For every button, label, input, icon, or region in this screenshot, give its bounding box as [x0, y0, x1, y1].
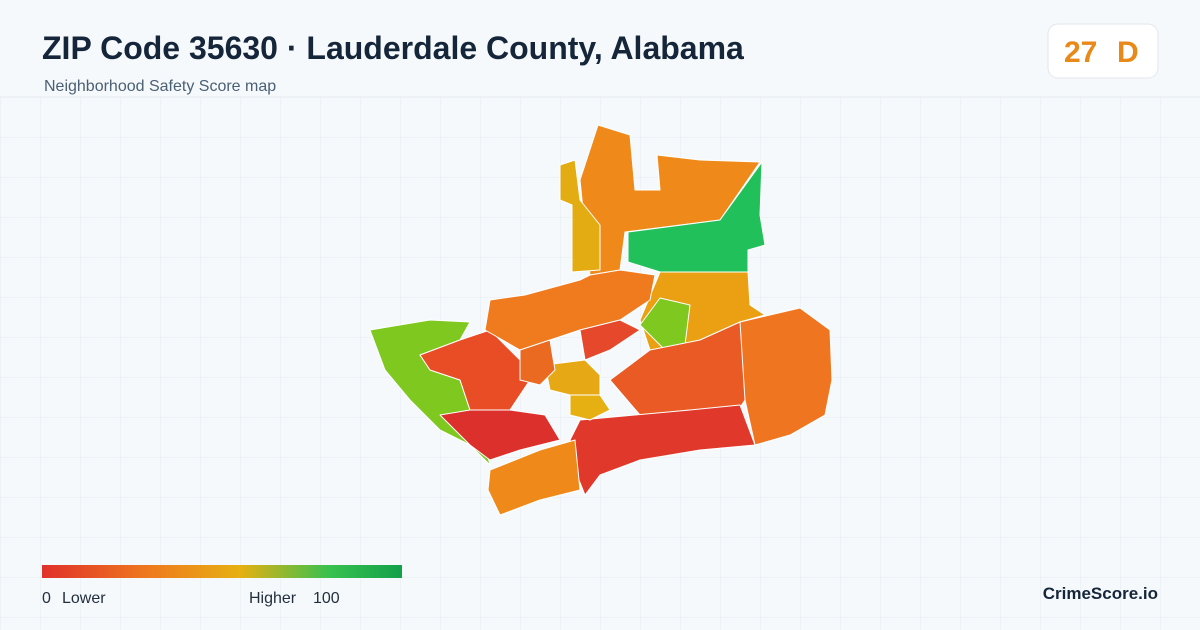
map-region	[419, 329, 531, 411]
score-badge	[1047, 23, 1159, 79]
map-region	[579, 319, 641, 361]
score-grade: D	[1117, 36, 1139, 69]
score-value: 27	[1064, 36, 1097, 69]
legend-max: 100	[313, 590, 340, 607]
map-region	[519, 339, 556, 386]
brand: CrimeScore.io	[1043, 584, 1158, 603]
legend-min: 0	[42, 590, 51, 607]
legend-min-label: Lower	[62, 590, 106, 607]
map-region	[439, 409, 561, 461]
map-region	[559, 159, 601, 273]
legend-gradient	[42, 565, 402, 578]
subtitle: Neighborhood Safety Score map	[44, 78, 276, 95]
title: ZIP Code 35630 · Lauderdale County, Alab…	[42, 30, 744, 66]
map-region	[569, 394, 611, 421]
legend-max-label: Higher	[249, 590, 297, 607]
map-region	[487, 439, 581, 516]
map	[369, 124, 833, 516]
